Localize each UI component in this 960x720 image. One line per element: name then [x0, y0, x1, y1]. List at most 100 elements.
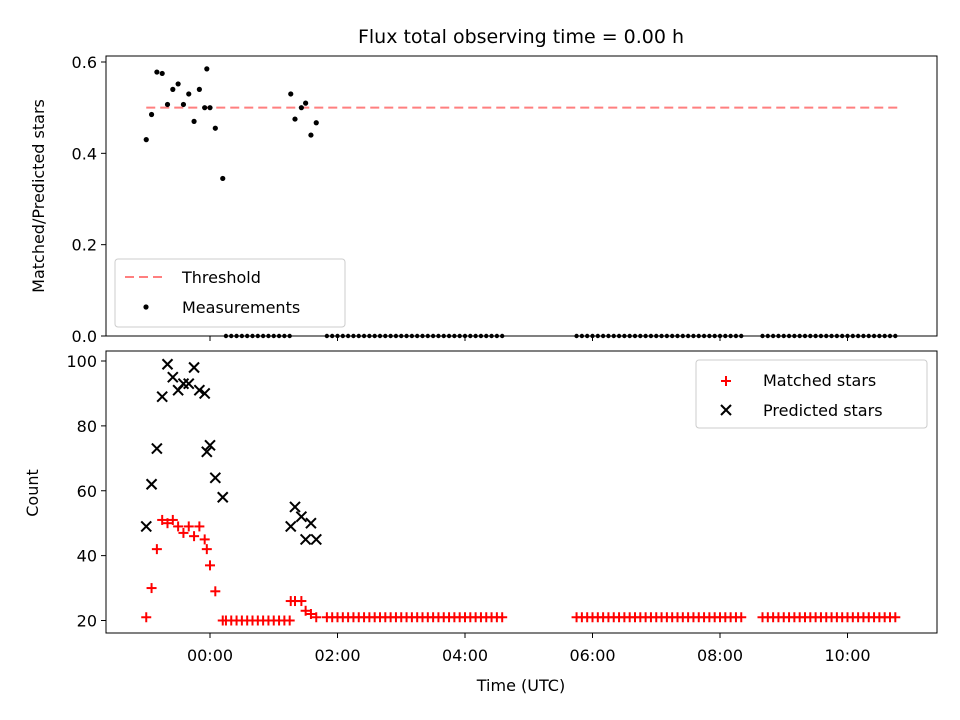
- measurement-zero-point: [468, 333, 473, 339]
- measurement-point: [164, 101, 171, 108]
- x-b: [183, 377, 195, 390]
- bottom-y-tick-label: 40: [77, 547, 97, 566]
- x-b: [217, 491, 229, 503]
- measurement-zero-point: [361, 333, 367, 339]
- bottom-plot: 20 40 60 80 100 00:00 02:00 04:00 06:00 08:00 10:0…: [66, 350, 938, 665]
- x-tick-label: 00:00: [187, 646, 233, 665]
- x-b: [720, 404, 732, 416]
- measurement-zero-point: [808, 333, 813, 339]
- measurement-zero-point: [399, 333, 404, 339]
- measurement-point: [313, 120, 319, 126]
- measurement-point: [220, 175, 226, 182]
- measurement-zero-point: [839, 333, 845, 339]
- bottom-plot-frame: [105, 350, 938, 634]
- measurement-point: [170, 86, 176, 92]
- measurement-zero-point: [478, 333, 484, 339]
- predicted-star-point: [145, 478, 158, 490]
- measurement-zero-point: [574, 333, 579, 339]
- predicted-star-point: [167, 371, 179, 383]
- measurement-zero-point: [324, 333, 330, 339]
- measurement-zero-point: [659, 333, 664, 339]
- predicted-star-point: [204, 439, 216, 452]
- measurement-zero-point: [893, 333, 898, 339]
- legend-threshold-label: Threshold: [181, 268, 261, 287]
- measurement-zero-point: [866, 333, 871, 339]
- measurement-zero-point: [813, 333, 818, 339]
- measurement-zero-point: [696, 333, 701, 339]
- measurement-zero-point: [654, 333, 659, 339]
- matched-star-point: [300, 605, 311, 616]
- measurement-zero-point: [266, 333, 271, 339]
- measurement-zero-point: [499, 333, 505, 339]
- measurement-zero-point: [446, 333, 452, 339]
- measurement-zero-point: [887, 333, 893, 339]
- x-b: [145, 478, 158, 490]
- x-b: [161, 358, 174, 370]
- measurement-zero-point: [770, 333, 776, 339]
- measurement-zero-point: [781, 333, 786, 339]
- x-b: [151, 442, 163, 455]
- measurement-zero-point: [441, 333, 446, 339]
- measurement-zero-point: [383, 333, 388, 339]
- measurement-zero-point: [685, 333, 691, 339]
- x-b: [198, 387, 211, 400]
- measurement-zero-point: [271, 333, 276, 339]
- matched-star-point: [311, 612, 322, 623]
- measurement-zero-point: [335, 333, 340, 339]
- measurement-zero-point: [824, 333, 829, 339]
- measurement-zero-point: [388, 333, 393, 339]
- measurement-zero-point: [850, 333, 856, 339]
- measurement-zero-point: [457, 333, 462, 339]
- bottom-legend: Matched stars Predicted stars: [695, 359, 928, 429]
- measurement-zero-point: [436, 333, 441, 339]
- measurement-zero-point: [255, 333, 261, 339]
- measurement-zero-point: [462, 333, 468, 339]
- x-b: [204, 439, 216, 452]
- measurement-zero-point: [377, 333, 383, 339]
- predicted-star-point: [140, 520, 152, 533]
- matched-star-point: [205, 560, 215, 571]
- matched-star-point: [305, 609, 316, 620]
- matched-star-point: [210, 586, 221, 597]
- matched-star-point: [199, 534, 210, 545]
- measurement-zero-point: [420, 333, 425, 339]
- predicted-star-point: [198, 387, 211, 400]
- matched-star-point: [890, 612, 901, 623]
- measurement-zero-point: [627, 333, 632, 339]
- bottom-y-tick-label: 20: [77, 612, 97, 631]
- matched-star-point: [284, 615, 295, 626]
- measurement-point: [204, 66, 210, 72]
- measurement-zero-point: [861, 333, 866, 339]
- measurement-zero-point: [691, 333, 696, 339]
- matched-star-point: [296, 596, 307, 607]
- predicted-star-point: [156, 390, 168, 403]
- x-b: [299, 533, 312, 546]
- measurement-zero-point: [707, 333, 712, 339]
- matched-star-point: [189, 531, 200, 542]
- measurement-zero-point: [701, 333, 707, 339]
- measurement-zero-point: [393, 333, 399, 339]
- measurement-zero-point: [855, 333, 861, 339]
- predicted-star-point: [295, 510, 308, 523]
- measurement-point: [212, 125, 218, 131]
- measurement-point: [143, 137, 149, 143]
- measurement-zero-point: [404, 333, 409, 339]
- measurement-zero-point: [489, 333, 494, 339]
- measurement-zero-point: [260, 333, 266, 339]
- measurement-zero-point: [728, 333, 733, 339]
- x-b: [193, 384, 206, 396]
- measurement-zero-point: [733, 333, 739, 339]
- measurement-zero-point: [664, 333, 670, 339]
- top-plot: 0.0 0.2 0.4 0.6 Threshold Measurements: [72, 53, 938, 346]
- predicted-star-point: [299, 533, 312, 546]
- measurement-point: [148, 111, 155, 118]
- measurement-zero-point: [223, 333, 229, 339]
- measurement-point: [202, 105, 208, 111]
- measurement-point: [298, 105, 304, 111]
- measurement-zero-point: [329, 333, 335, 339]
- measurement-zero-point: [414, 333, 420, 339]
- x-b: [209, 472, 222, 484]
- x-axis-label: Time (UTC): [476, 676, 565, 695]
- measurement-zero-point: [590, 333, 595, 339]
